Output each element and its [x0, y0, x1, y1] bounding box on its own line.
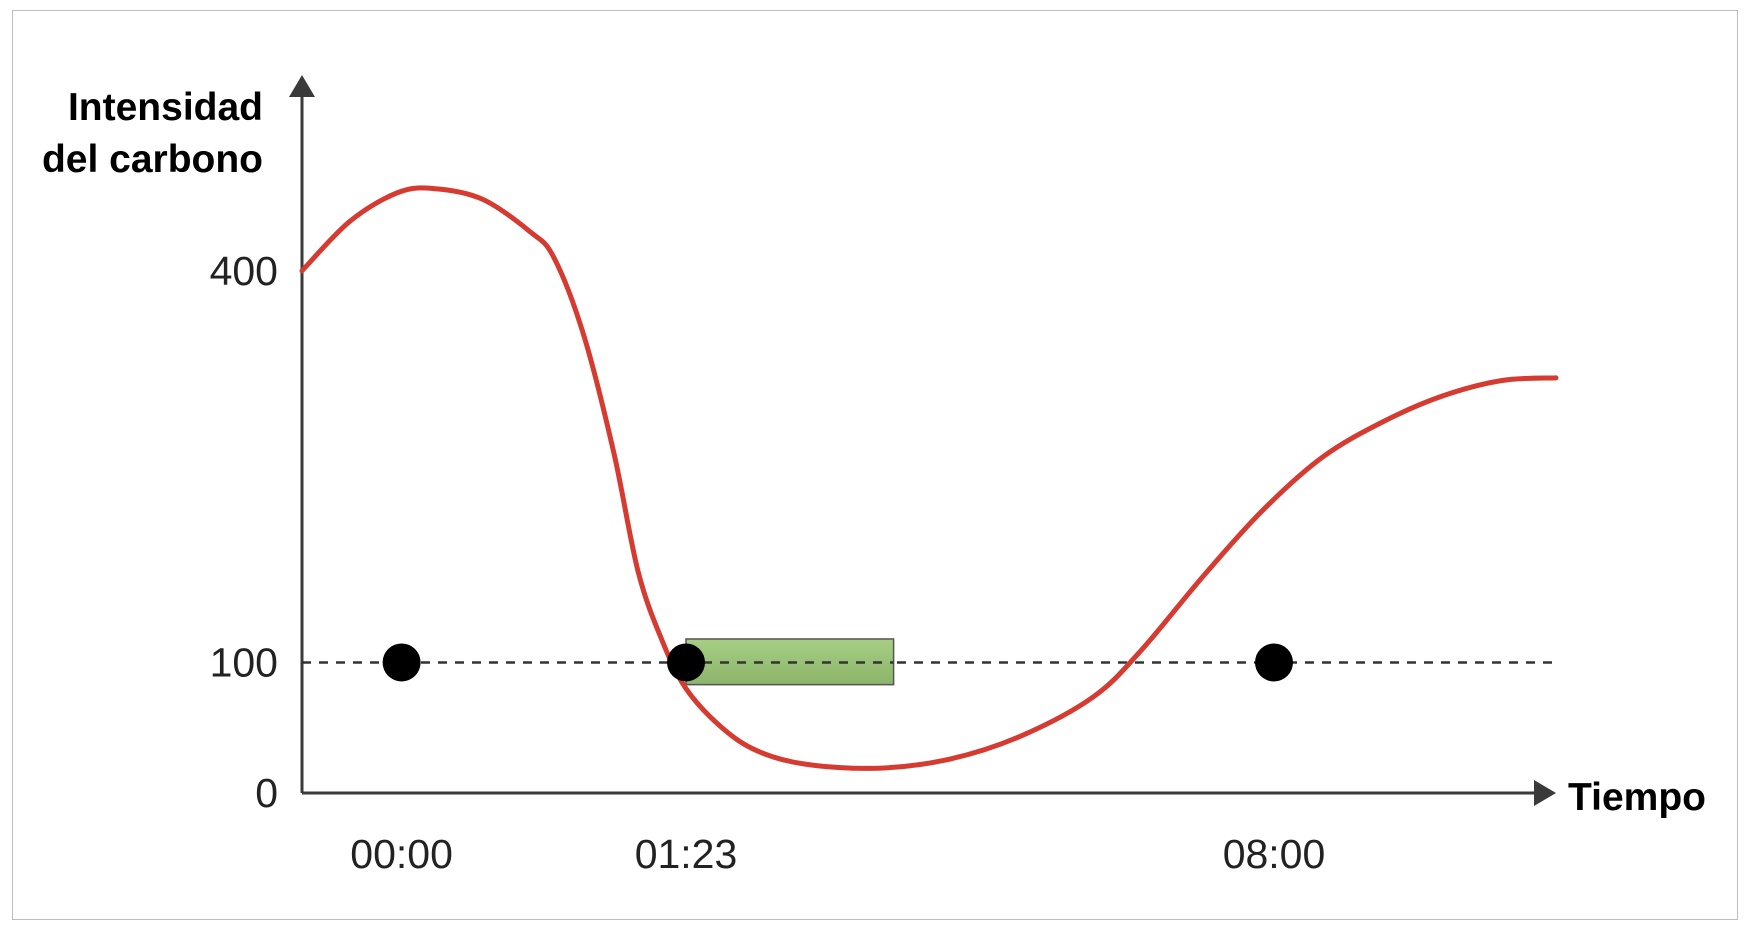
- x-axis-arrow: [1534, 780, 1556, 806]
- y-tick-label: 0: [255, 770, 278, 816]
- chart-frame: [12, 10, 1738, 920]
- x-tick-label: 00:00: [350, 831, 453, 877]
- axes: [289, 75, 1556, 806]
- data-marker: [382, 643, 421, 682]
- y-axis-arrow: [289, 75, 315, 97]
- series: [299, 185, 1559, 771]
- y-axis-label-line-1: Intensidad: [68, 86, 263, 129]
- markers: [382, 643, 1293, 682]
- y-tick-label: 400: [210, 248, 278, 294]
- carbon-intensity-curve: [299, 185, 1559, 771]
- x-axis-label: Tiempo: [1568, 776, 1706, 819]
- data-marker: [1255, 643, 1293, 682]
- x-tick-label: 01:23: [635, 831, 738, 877]
- tick-labels: 400 100 0 00:00 01:23 08:00: [210, 248, 1326, 877]
- x-tick-label: 08:00: [1223, 831, 1326, 877]
- y-axis-label-line-2: del carbono: [42, 138, 263, 181]
- highlight-box: [685, 638, 895, 686]
- data-marker: [667, 643, 705, 682]
- y-tick-label: 100: [210, 639, 278, 685]
